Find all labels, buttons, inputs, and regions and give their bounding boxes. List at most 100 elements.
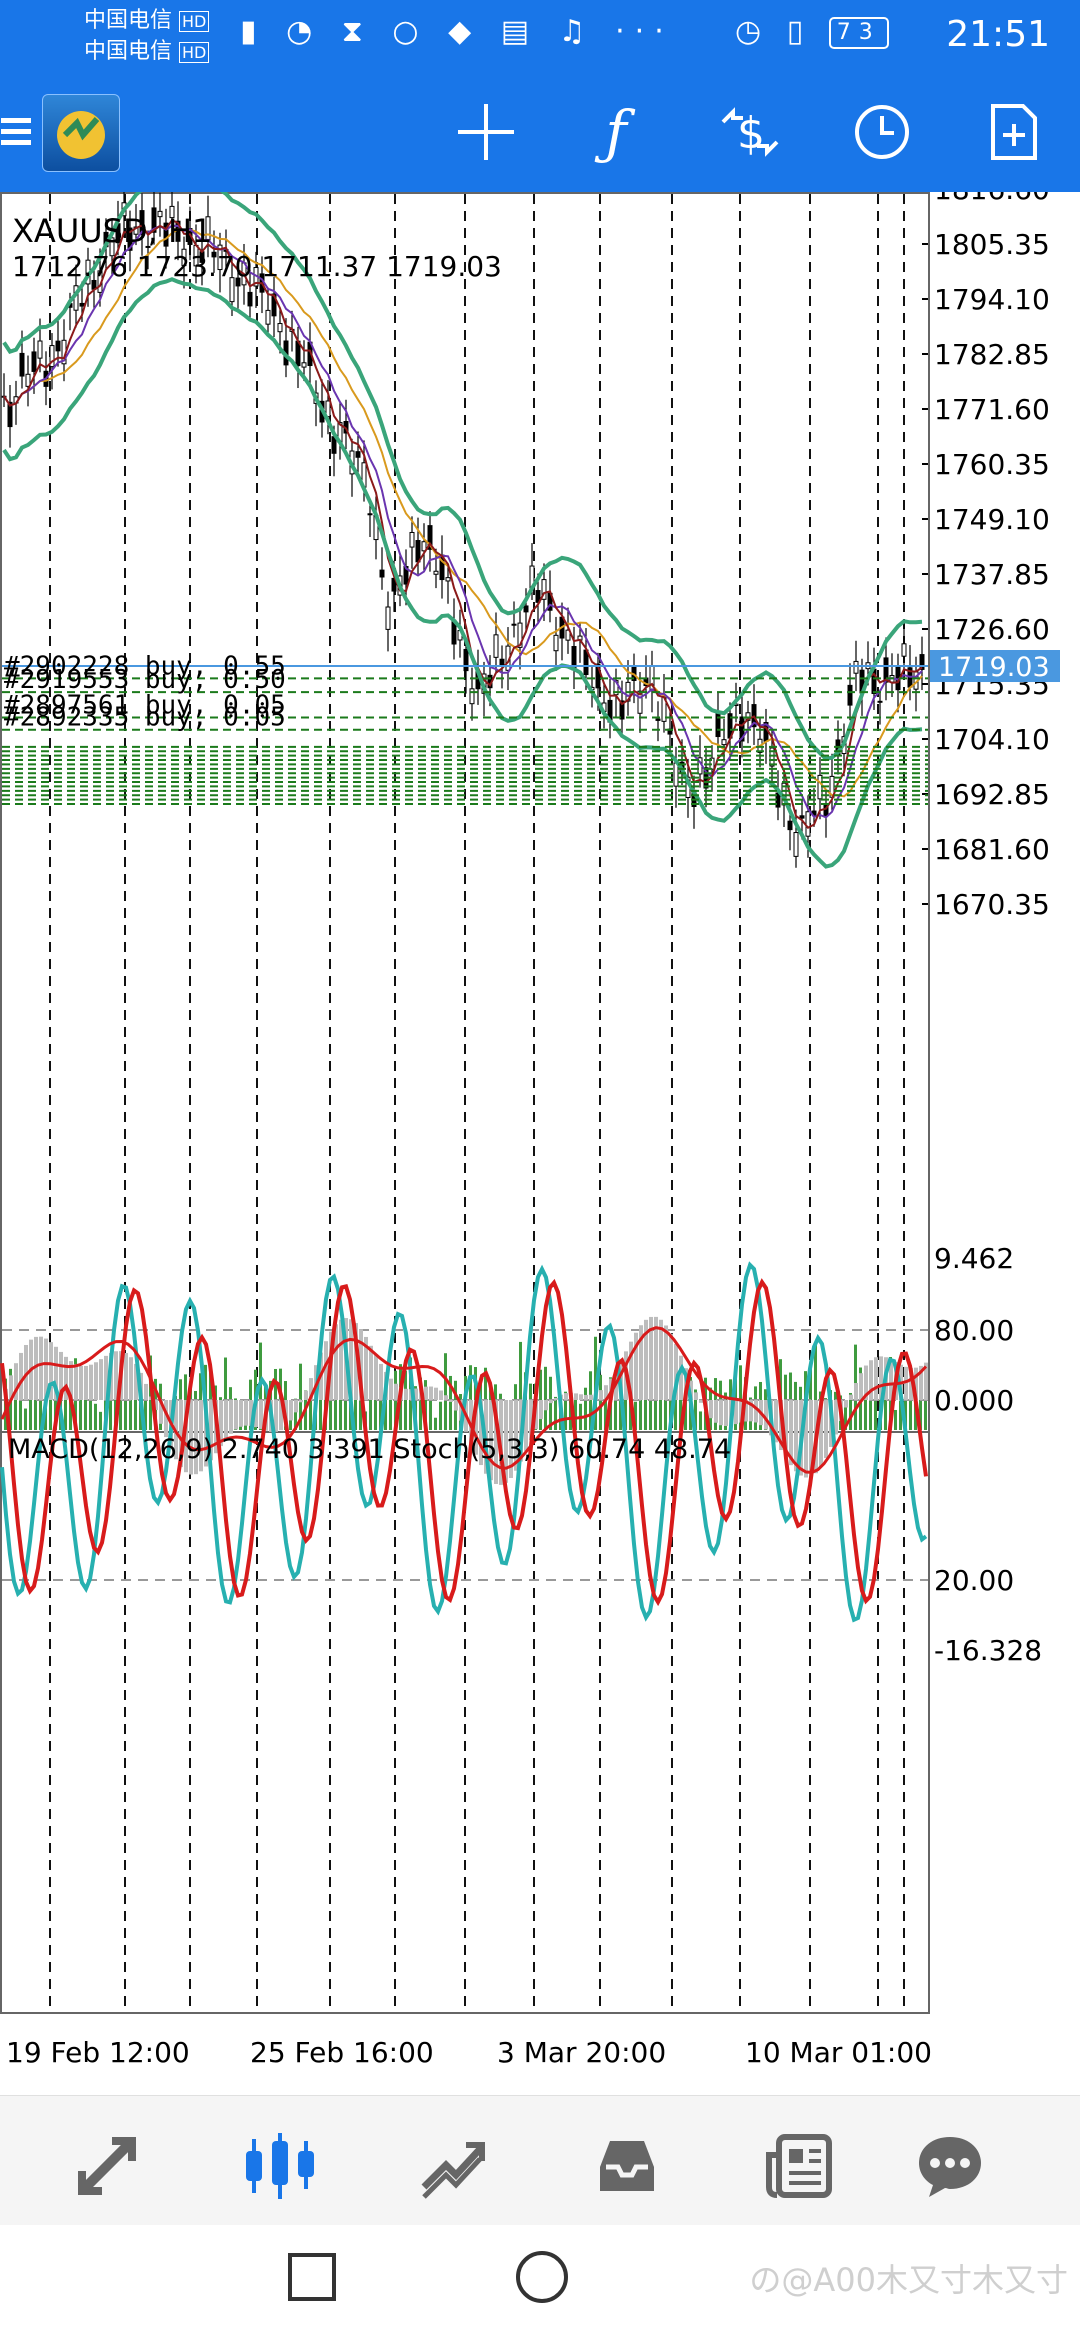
macd-histogram-bar [749,1400,753,1422]
candle-body [853,660,859,674]
volume-bar [884,1372,887,1430]
history-icon[interactable] [577,2126,677,2206]
price-chart[interactable]: 1816.60 1805.35 1794.10 1782.85 1771.60 1760.… [0,192,1080,2092]
macd-histogram-bar [369,1345,373,1400]
macd-histogram-bar [524,1400,528,1452]
app-toolbar: ƒ $ [0,72,1080,192]
macd-histogram-bar [919,1365,923,1400]
macd-histogram-bar [19,1352,23,1400]
alarm-icon: ◷ [735,14,770,49]
menu-icon[interactable] [0,92,46,172]
clock-icon[interactable] [842,92,922,172]
more-icon: ··· [615,14,674,49]
volume-bar [814,1343,817,1430]
candle-body [793,832,799,857]
signal-icon: ▮ [240,14,267,49]
candle-body [271,293,277,317]
macd-histogram-bar [144,1383,148,1400]
macd-histogram-bar [274,1400,278,1432]
candle-body [7,401,13,428]
macd-histogram-bar [99,1359,103,1400]
home-button[interactable] [516,2251,568,2303]
crosshair-icon[interactable] [446,92,526,172]
candle-body [565,629,571,641]
macd-histogram-bar [199,1400,203,1472]
volume-bar [294,1398,297,1430]
news-icon[interactable] [750,2126,850,2206]
candle-body [535,590,541,603]
macd-histogram-bar [349,1319,353,1400]
volume-bar [639,1388,642,1430]
macd-histogram-bar [389,1378,393,1400]
candle-body [49,345,55,368]
macd-histogram-bar [539,1400,543,1420]
candle-body [433,570,439,575]
hourglass-icon: ⧗ [341,14,373,49]
price-axis-label: 1782.85 [934,338,1050,371]
macd-histogram-bar [654,1316,658,1400]
macd-histogram-bar [394,1383,398,1400]
candle-body [673,762,679,787]
volume-bar [384,1391,387,1430]
volume-bar [144,1391,147,1430]
macd-histogram-bar [94,1362,98,1400]
recent-apps-button[interactable] [288,2253,336,2301]
volume-bar [389,1388,392,1430]
volume-bar [864,1373,867,1430]
price-axis-label: 1726.60 [934,613,1050,646]
system-icons: ◷ ▯ 73 [735,14,889,49]
macd-histogram-bar [864,1365,868,1400]
trade-icon[interactable] [403,2126,503,2206]
candle-body [37,340,43,359]
price-axis-label: 1816.60 [934,192,1050,206]
trade-icon[interactable]: $ [710,92,790,172]
chart-area[interactable]: 1816.60 1805.35 1794.10 1782.85 1771.60 1760.… [0,192,1080,2092]
price-axis-label: 1749.10 [934,503,1050,536]
candle-body [211,251,217,258]
ma-fast-line [3,218,923,829]
macd-histogram-bar [579,1394,583,1400]
candle-body [523,605,529,613]
macd-histogram-bar [439,1390,443,1400]
macd-histogram-bar [374,1354,378,1400]
candle-body [847,684,853,706]
chart-icon[interactable] [230,2126,330,2206]
macd-histogram-bar [54,1346,58,1400]
app-logo[interactable] [42,94,120,172]
volume-bar [14,1371,17,1430]
macd-histogram-bar [434,1387,438,1400]
quotes-icon[interactable] [57,2126,157,2206]
volume-bar [924,1377,927,1430]
volume-bar [644,1384,647,1430]
macd-histogram-bar [164,1400,168,1438]
candle-body [493,634,499,658]
volume-bar [894,1409,897,1430]
macd-histogram-bar [649,1316,653,1400]
macd-histogram-bar [719,1400,723,1426]
macd-histogram-bar [364,1336,368,1400]
bollinger-upper [2,192,923,762]
macd-histogram-bar [834,1400,838,1435]
candle-body [19,352,25,377]
macd-histogram-bar [64,1356,68,1400]
macd-histogram-bar [239,1400,243,1427]
volume-bar [574,1394,577,1430]
macd-histogram-bar [679,1355,683,1400]
candle-body [367,513,373,516]
volume-bar [449,1375,452,1430]
price-axis-label: 1771.60 [934,393,1050,426]
indicator-axis-label: 20.00 [934,1564,1014,1597]
volume-bar [899,1400,902,1430]
candle-body [409,531,415,548]
macd-histogram-bar [849,1394,853,1400]
macd-histogram-bar [449,1400,453,1402]
macd-histogram-bar [794,1400,798,1472]
new-document-icon[interactable] [974,92,1054,172]
messages-icon[interactable] [900,2126,1000,2206]
candle-body [217,244,223,271]
function-icon[interactable]: ƒ [605,98,627,166]
indicator-axis-label: -16.328 [934,1634,1042,1667]
volume-bar [319,1382,322,1430]
macd-histogram-bar [699,1400,703,1403]
volume-bar [484,1367,487,1430]
